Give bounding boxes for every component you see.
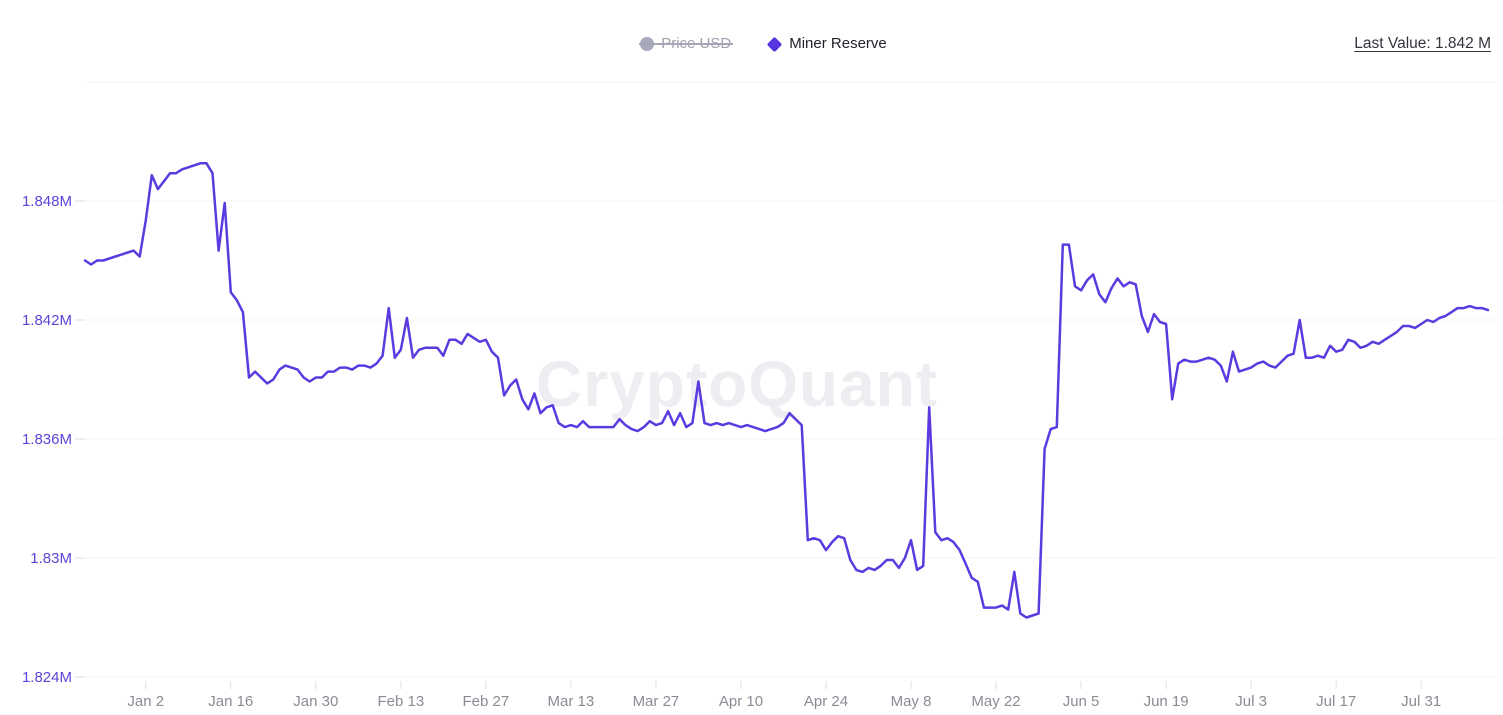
legend-label-price-usd: Price USD: [661, 35, 732, 52]
x-axis-label: May 22: [971, 693, 1020, 710]
last-value-link[interactable]: Last Value: 1.842 M: [1354, 35, 1491, 52]
price-usd-circle-icon: [640, 37, 655, 51]
legend-label-miner-reserve: Miner Reserve: [789, 35, 887, 52]
miner-reserve-diamond-icon: [766, 36, 783, 52]
x-axis-label: Jan 16: [208, 693, 253, 710]
x-axis-label: Jul 3: [1235, 693, 1267, 710]
x-axis-label: Jan 2: [127, 693, 164, 710]
legend-item-miner-reserve[interactable]: Miner Reserve: [766, 33, 887, 55]
y-axis-label: 1.836M: [22, 431, 72, 448]
y-axis-label: 1.83M: [30, 550, 72, 567]
x-axis-label: Jan 30: [293, 693, 338, 710]
legend-item-price-usd[interactable]: Price USD: [639, 33, 734, 55]
cryptoquant-watermark: CryptoQuant: [536, 348, 939, 420]
miner-reserve-line[interactable]: [83, 162, 1490, 619]
x-axis-label: Apr 24: [804, 693, 848, 710]
x-axis-label: Feb 27: [463, 693, 510, 710]
x-axis-label: May 8: [891, 693, 932, 710]
x-axis-label: Mar 13: [548, 693, 595, 710]
x-axis-label: Mar 27: [633, 693, 680, 710]
x-axis-label: Jul 17: [1316, 693, 1356, 710]
x-axis-label: Jun 19: [1144, 693, 1189, 710]
chart-legend: Price USD Miner Reserve: [12, 33, 1503, 55]
x-axis-label: Jun 5: [1063, 693, 1100, 710]
y-axis-label: 1.848M: [22, 193, 72, 210]
x-axis-label: Apr 10: [719, 693, 763, 710]
y-axis-label: 1.824M: [22, 669, 72, 686]
y-axis-label: 1.842M: [22, 312, 72, 329]
x-axis-label: Feb 13: [377, 693, 424, 710]
x-axis-label: Jul 31: [1401, 693, 1441, 710]
